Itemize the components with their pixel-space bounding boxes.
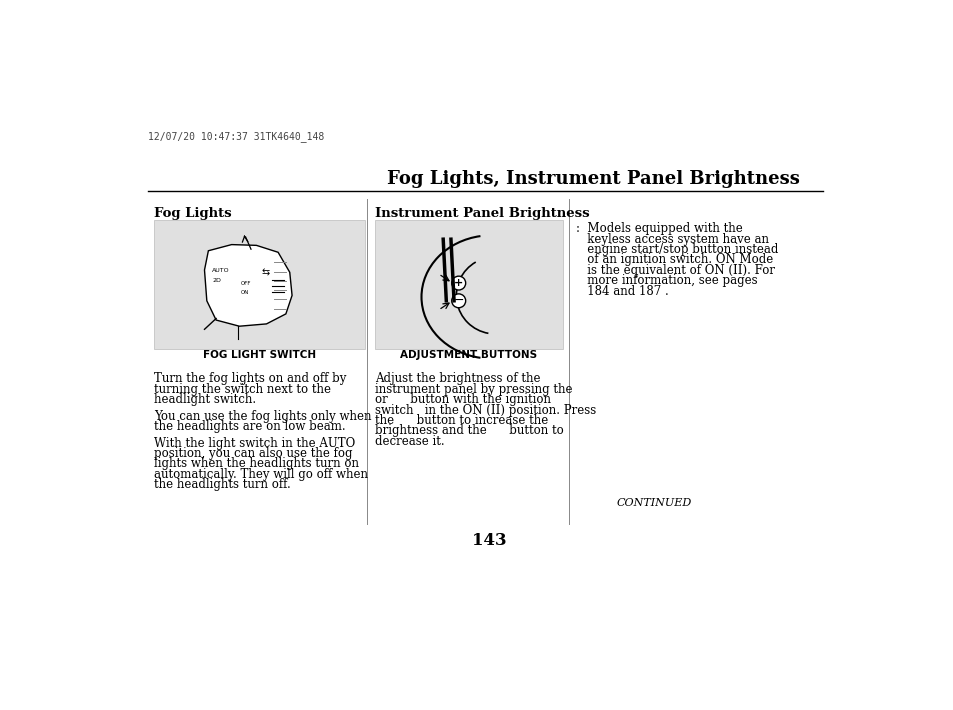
Text: CONTINUED: CONTINUED bbox=[616, 498, 691, 508]
Text: position, you can also use the fog: position, you can also use the fog bbox=[154, 447, 353, 460]
Text: engine start/stop button instead: engine start/stop button instead bbox=[576, 243, 778, 256]
Text: −: − bbox=[453, 295, 463, 307]
Text: FOG LIGHT SWITCH: FOG LIGHT SWITCH bbox=[203, 350, 315, 360]
Bar bbox=[154, 220, 365, 349]
Text: instrument panel by pressing the: instrument panel by pressing the bbox=[375, 383, 572, 395]
Text: Instruments and Controls: Instruments and Controls bbox=[884, 308, 894, 444]
Text: 184 and 187 .: 184 and 187 . bbox=[576, 285, 669, 297]
Polygon shape bbox=[204, 244, 292, 326]
Text: the headlights are on low beam.: the headlights are on low beam. bbox=[154, 420, 345, 433]
Text: OFF: OFF bbox=[241, 281, 252, 286]
Text: the      button to increase the: the button to increase the bbox=[375, 414, 548, 427]
Text: AUTO: AUTO bbox=[212, 268, 230, 273]
Text: ⇆: ⇆ bbox=[261, 268, 269, 278]
Text: 143: 143 bbox=[471, 532, 506, 549]
Text: ADJUSTMENT BUTTONS: ADJUSTMENT BUTTONS bbox=[400, 350, 537, 360]
Text: Adjust the brightness of the: Adjust the brightness of the bbox=[375, 373, 540, 386]
Text: You can use the fog lights only when: You can use the fog lights only when bbox=[154, 410, 372, 422]
Text: With the light switch in the AUTO: With the light switch in the AUTO bbox=[154, 437, 355, 449]
Text: is the equivalent of ON (II). For: is the equivalent of ON (II). For bbox=[576, 264, 775, 277]
Text: switch   in the ON (II) position. Press: switch in the ON (II) position. Press bbox=[375, 403, 596, 417]
Text: automatically. They will go off when: automatically. They will go off when bbox=[154, 468, 368, 481]
Text: the headlights turn off.: the headlights turn off. bbox=[154, 479, 291, 491]
Text: :  Models equipped with the: : Models equipped with the bbox=[576, 222, 742, 235]
Text: ON: ON bbox=[241, 290, 249, 295]
Text: keyless access system have an: keyless access system have an bbox=[576, 233, 769, 246]
Text: 12/07/20 10:47:37 31TK4640_148: 12/07/20 10:47:37 31TK4640_148 bbox=[148, 131, 324, 142]
Text: Fog Lights, Instrument Panel Brightness: Fog Lights, Instrument Panel Brightness bbox=[386, 170, 799, 188]
Text: brightness and the      button to: brightness and the button to bbox=[375, 425, 563, 437]
Text: Instrument Panel Brightness: Instrument Panel Brightness bbox=[375, 207, 589, 220]
Text: of an ignition switch. ON Mode: of an ignition switch. ON Mode bbox=[576, 253, 773, 266]
Circle shape bbox=[452, 276, 465, 290]
Text: 2D: 2D bbox=[212, 278, 221, 283]
Text: Turn the fog lights on and off by: Turn the fog lights on and off by bbox=[154, 373, 346, 386]
Text: +: + bbox=[454, 278, 463, 288]
Bar bbox=[375, 220, 562, 349]
Text: or      button with the ignition: or button with the ignition bbox=[375, 393, 551, 406]
Text: more information, see pages: more information, see pages bbox=[576, 274, 758, 288]
Circle shape bbox=[452, 294, 465, 307]
Text: headlight switch.: headlight switch. bbox=[154, 393, 256, 406]
Text: lights when the headlights turn on: lights when the headlights turn on bbox=[154, 457, 358, 471]
Text: Fog Lights: Fog Lights bbox=[154, 207, 232, 220]
Text: decrease it.: decrease it. bbox=[375, 435, 444, 448]
Text: turning the switch next to the: turning the switch next to the bbox=[154, 383, 331, 395]
